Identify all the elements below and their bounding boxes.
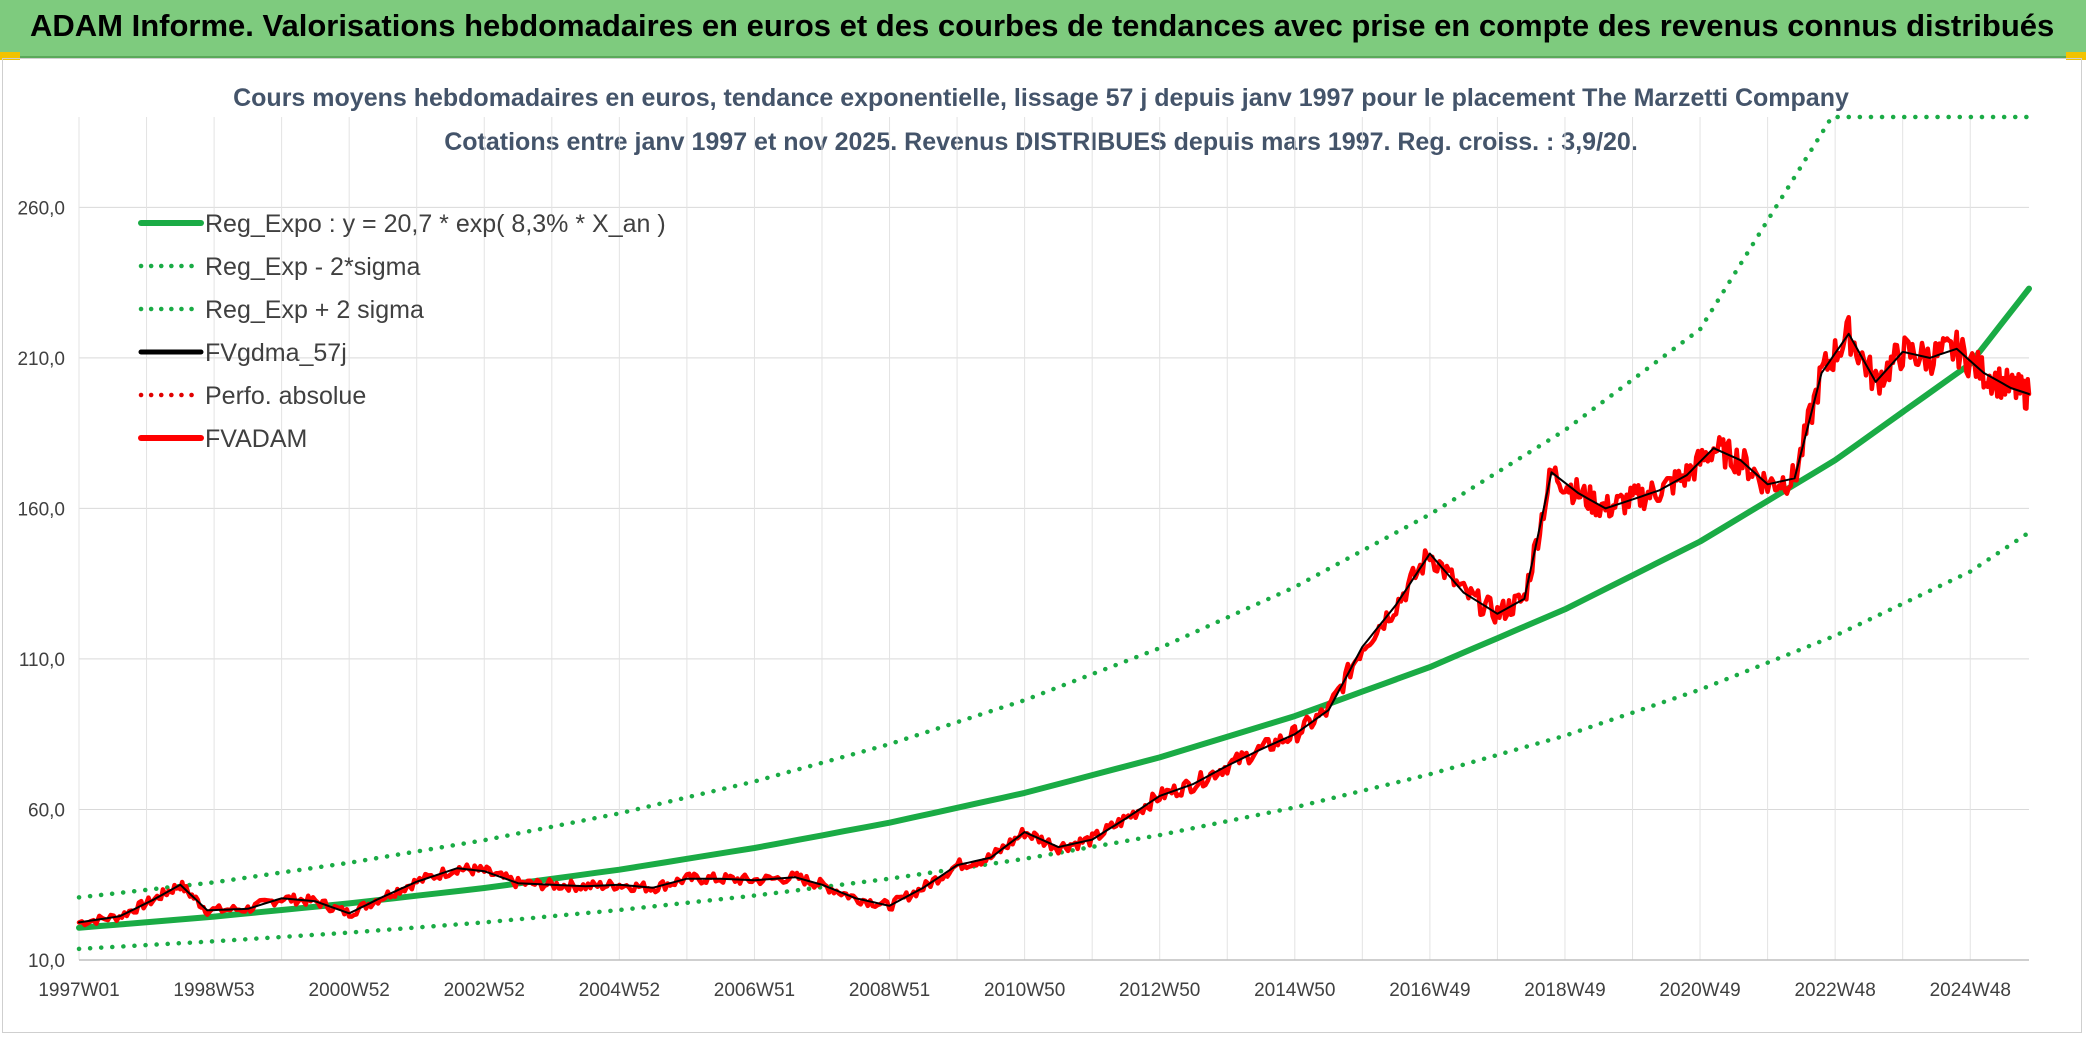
- x-tick-label: 2010W50: [984, 980, 1065, 1001]
- legend: Reg_Expo : y = 20,7 * exp( 8,3% * X_an )…: [138, 210, 666, 453]
- x-tick-label: 2008W51: [849, 980, 930, 1001]
- corner-accent-left: [0, 52, 20, 60]
- corner-accent-right: [2066, 52, 2086, 60]
- x-tick-label: 2004W52: [579, 980, 660, 1001]
- chart-title-line-1: Cours moyens hebdomadaires en euros, ten…: [233, 84, 1849, 112]
- series-line-reg-minus: [76, 530, 2032, 952]
- x-tick-label: 2024W48: [1930, 980, 2011, 1001]
- x-tick-label: 2006W51: [714, 980, 795, 1001]
- series-line-reg-expo: [76, 285, 2032, 931]
- legend-label-reg-plus: Reg_Exp + 2 sigma: [205, 296, 424, 324]
- y-tick-label: 60,0: [28, 800, 65, 821]
- x-tick-label: 1998W53: [173, 980, 254, 1001]
- gridlines: [78, 117, 2029, 961]
- x-tick-label: 2000W52: [309, 980, 390, 1001]
- series-layer: [76, 114, 2032, 952]
- y-tick-label: 260,0: [17, 198, 65, 219]
- y-tick-label: 10,0: [28, 951, 65, 972]
- x-tick-label: 2018W49: [1524, 980, 1605, 1001]
- report-title: ADAM Informe. Valorisations hebdomadaire…: [30, 8, 2055, 43]
- x-tick-label: 2014W50: [1254, 980, 1335, 1001]
- legend-label-perfo: Perfo. absolue: [205, 382, 366, 410]
- series-line-fvgdma: [78, 332, 2030, 924]
- chart-frame: Cours moyens hebdomadaires en euros, ten…: [2, 58, 2082, 1033]
- chart-title-line-2: Cotations entre janv 1997 et nov 2025. R…: [444, 128, 1638, 156]
- legend-label-reg-minus: Reg_Exp - 2*sigma: [205, 253, 420, 281]
- report-banner: ADAM Informe. Valorisations hebdomadaire…: [0, 0, 2086, 58]
- x-tick-label: 2012W50: [1119, 980, 1200, 1001]
- series-line-fvadam: [76, 314, 2032, 928]
- y-tick-label: 210,0: [17, 349, 65, 370]
- x-tick-label: 2016W49: [1389, 980, 1470, 1001]
- x-tick-label: 2022W48: [1794, 980, 1875, 1001]
- y-tick-label: 160,0: [17, 499, 65, 520]
- legend-label-fvadam: FVADAM: [205, 425, 307, 453]
- x-tick-label: 2002W52: [444, 980, 525, 1001]
- legend-label-reg-expo: Reg_Expo : y = 20,7 * exp( 8,3% * X_an ): [205, 210, 666, 238]
- y-tick-label: 110,0: [19, 650, 65, 671]
- legend-label-fvgdma: FVgdma_57j: [205, 339, 347, 367]
- x-tick-label: 2020W49: [1659, 980, 1740, 1001]
- line-chart: Cours moyens hebdomadaires en euros, ten…: [17, 84, 2032, 1001]
- axes: 10,0 60,0 110,0 160,0 210,0 260,0 1997W01 1998W…: [17, 198, 2029, 1001]
- x-tick-label: 1997W01: [38, 980, 119, 1001]
- series-line-reg-plus: [76, 114, 2032, 900]
